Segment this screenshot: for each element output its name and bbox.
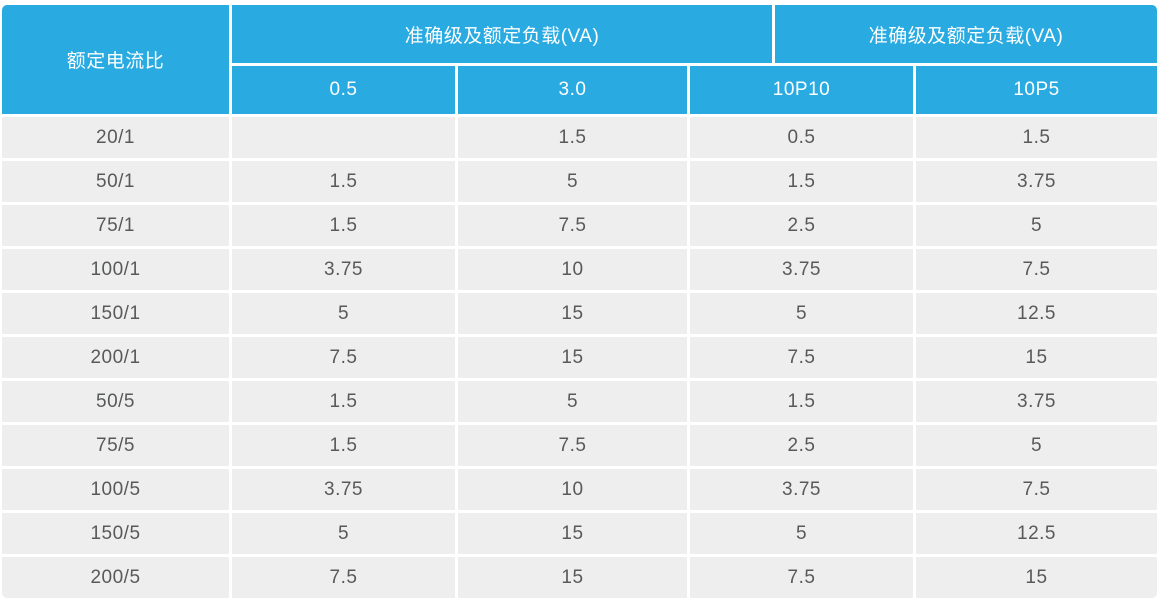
table-row: 75/5 1.5 7.5 2.5 5	[2, 425, 1157, 466]
row-value-cell: 5	[232, 293, 455, 334]
row-ratio-cell: 50/5	[2, 381, 229, 422]
row-ratio-cell: 75/5	[2, 425, 229, 466]
table-row: 200/5 7.5 15 7.5 15	[2, 557, 1157, 598]
column-header-class-10p10: 10P10	[690, 66, 913, 114]
row-value-cell: 5	[916, 425, 1157, 466]
row-value-cell: 0.5	[690, 117, 913, 158]
row-value-cell: 2.5	[690, 205, 913, 246]
row-value-cell: 12.5	[916, 513, 1157, 554]
row-ratio-cell: 100/5	[2, 469, 229, 510]
row-value-cell: 1.5	[916, 117, 1157, 158]
row-value-cell: 5	[916, 205, 1157, 246]
row-value-cell: 5	[458, 381, 687, 422]
sub-header-row: 0.5 3.0 10P10 10P5	[232, 66, 1157, 114]
row-value-cell: 7.5	[458, 205, 687, 246]
table-row: 75/1 1.5 7.5 2.5 5	[2, 205, 1157, 246]
row-ratio-cell: 100/1	[2, 249, 229, 290]
row-value-cell: 1.5	[458, 117, 687, 158]
row-value-cell: 3.75	[232, 469, 455, 510]
row-ratio-cell: 20/1	[2, 117, 229, 158]
table-row: 100/5 3.75 10 3.75 7.5	[2, 469, 1157, 510]
row-value-cell: 12.5	[916, 293, 1157, 334]
row-value-cell: 15	[916, 557, 1157, 598]
group-header-accuracy-burden-2: 准确级及额定负载(VA)	[775, 5, 1157, 63]
row-ratio-cell: 150/5	[2, 513, 229, 554]
table-row: 50/1 1.5 5 1.5 3.75	[2, 161, 1157, 202]
row-value-cell: 1.5	[232, 161, 455, 202]
table-row: 50/5 1.5 5 1.5 3.75	[2, 381, 1157, 422]
row-value-cell: 1.5	[690, 381, 913, 422]
column-header-rated-current-ratio: 额定电流比	[2, 5, 229, 114]
row-value-cell: 3.75	[916, 381, 1157, 422]
row-value-cell: 7.5	[690, 557, 913, 598]
row-value-cell: 1.5	[690, 161, 913, 202]
table-row: 150/1 5 15 5 12.5	[2, 293, 1157, 334]
table-row: 200/1 7.5 15 7.5 15	[2, 337, 1157, 378]
row-value-cell: 5	[690, 513, 913, 554]
row-value-cell: 15	[916, 337, 1157, 378]
row-ratio-cell: 200/5	[2, 557, 229, 598]
row-value-cell	[232, 117, 455, 158]
table-header: 额定电流比 准确级及额定负载(VA) 准确级及额定负载(VA) 0.5 3.0 …	[2, 5, 1157, 114]
column-header-class-10p5: 10P5	[916, 66, 1157, 114]
row-value-cell: 7.5	[916, 469, 1157, 510]
row-value-cell: 7.5	[232, 337, 455, 378]
row-value-cell: 15	[458, 557, 687, 598]
table-row: 150/5 5 15 5 12.5	[2, 513, 1157, 554]
row-value-cell: 1.5	[232, 425, 455, 466]
header-right-section: 准确级及额定负载(VA) 准确级及额定负载(VA) 0.5 3.0 10P10 …	[232, 5, 1157, 114]
group-header-row: 准确级及额定负载(VA) 准确级及额定负载(VA)	[232, 5, 1157, 63]
column-header-class-3-0: 3.0	[458, 66, 687, 114]
row-value-cell: 7.5	[232, 557, 455, 598]
row-value-cell: 1.5	[232, 381, 455, 422]
row-value-cell: 5	[690, 293, 913, 334]
row-ratio-cell: 200/1	[2, 337, 229, 378]
row-value-cell: 3.75	[690, 249, 913, 290]
row-value-cell: 7.5	[690, 337, 913, 378]
row-value-cell: 2.5	[690, 425, 913, 466]
table-row: 100/1 3.75 10 3.75 7.5	[2, 249, 1157, 290]
row-ratio-cell: 75/1	[2, 205, 229, 246]
row-value-cell: 3.75	[916, 161, 1157, 202]
row-value-cell: 10	[458, 249, 687, 290]
row-value-cell: 5	[232, 513, 455, 554]
group-header-accuracy-burden-1: 准确级及额定负载(VA)	[232, 5, 772, 63]
row-value-cell: 7.5	[916, 249, 1157, 290]
row-value-cell: 7.5	[458, 425, 687, 466]
table-body: 20/1 1.5 0.5 1.5 50/1 1.5 5 1.5 3.75 75/…	[2, 117, 1157, 598]
rated-burden-table: 额定电流比 准确级及额定负载(VA) 准确级及额定负载(VA) 0.5 3.0 …	[2, 5, 1157, 598]
row-value-cell: 1.5	[232, 205, 455, 246]
row-value-cell: 15	[458, 513, 687, 554]
column-header-class-0-5: 0.5	[232, 66, 455, 114]
row-ratio-cell: 50/1	[2, 161, 229, 202]
row-value-cell: 15	[458, 293, 687, 334]
row-ratio-cell: 150/1	[2, 293, 229, 334]
row-value-cell: 15	[458, 337, 687, 378]
table-row: 20/1 1.5 0.5 1.5	[2, 117, 1157, 158]
row-value-cell: 10	[458, 469, 687, 510]
row-value-cell: 3.75	[232, 249, 455, 290]
row-value-cell: 3.75	[690, 469, 913, 510]
row-value-cell: 5	[458, 161, 687, 202]
